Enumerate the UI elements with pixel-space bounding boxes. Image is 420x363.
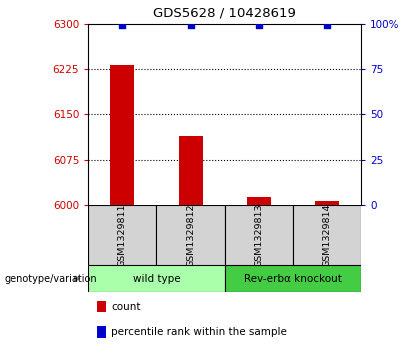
Bar bbox=[156, 205, 225, 265]
Text: percentile rank within the sample: percentile rank within the sample bbox=[111, 327, 287, 337]
Bar bbox=[88, 205, 156, 265]
Text: count: count bbox=[111, 302, 141, 312]
Point bbox=[119, 23, 126, 28]
Text: genotype/variation: genotype/variation bbox=[4, 274, 97, 284]
Bar bbox=[293, 205, 361, 265]
Bar bbox=[247, 197, 271, 205]
Point bbox=[187, 23, 194, 28]
Title: GDS5628 / 10428619: GDS5628 / 10428619 bbox=[153, 7, 296, 20]
Bar bbox=[110, 65, 134, 205]
Text: GSM1329813: GSM1329813 bbox=[255, 203, 263, 267]
Bar bbox=[225, 205, 293, 265]
Text: GSM1329812: GSM1329812 bbox=[186, 203, 195, 267]
Bar bbox=[315, 201, 339, 205]
Point bbox=[324, 23, 331, 28]
Text: wild type: wild type bbox=[133, 274, 180, 284]
Text: GSM1329814: GSM1329814 bbox=[323, 203, 331, 267]
Bar bbox=[225, 265, 361, 292]
Point bbox=[255, 23, 262, 28]
Text: Rev-erbα knockout: Rev-erbα knockout bbox=[244, 274, 342, 284]
Text: GSM1329811: GSM1329811 bbox=[118, 203, 127, 267]
Bar bbox=[88, 265, 225, 292]
Bar bbox=[178, 135, 202, 205]
